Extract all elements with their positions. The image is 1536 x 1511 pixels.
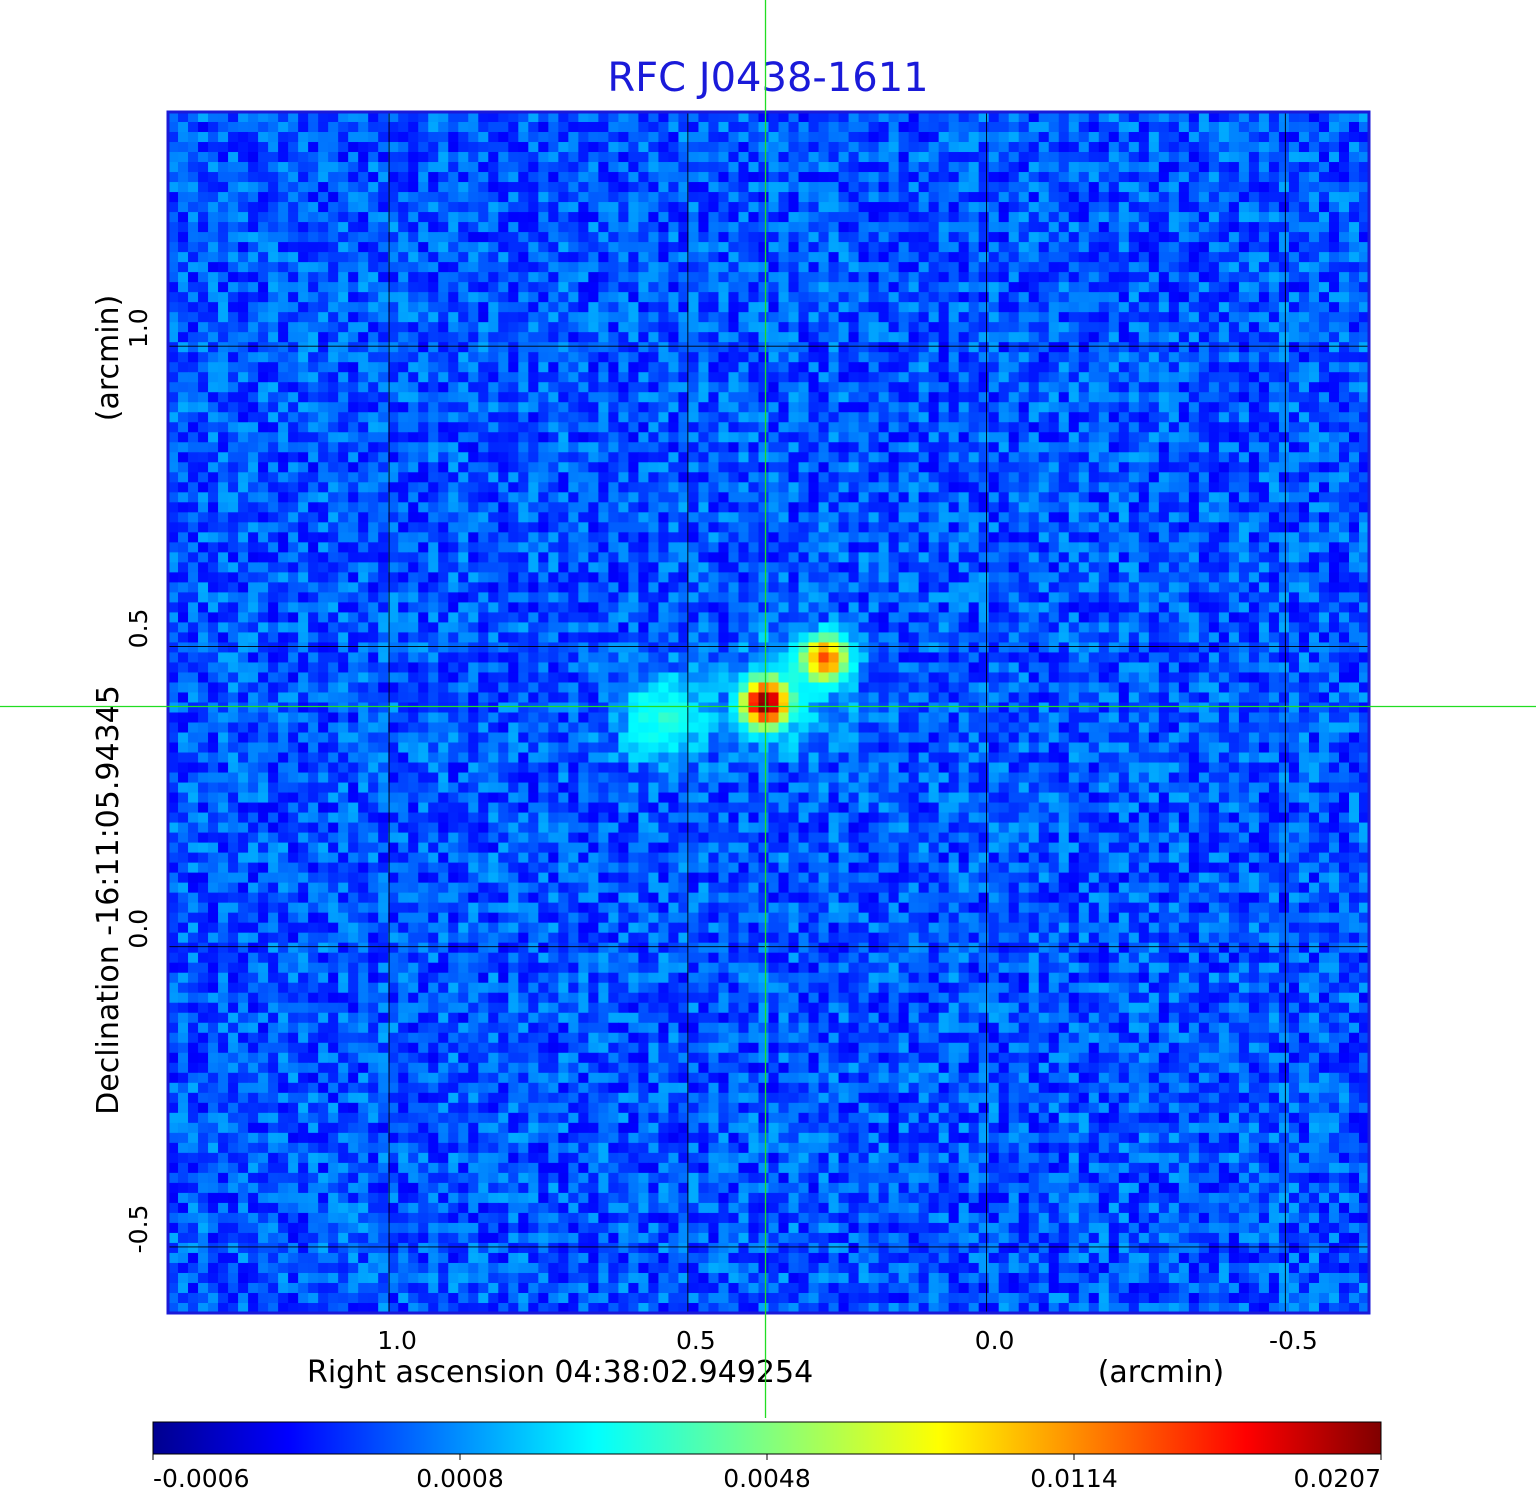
grid-lines (168, 112, 1369, 1313)
x-axis-label: Right ascension 04:38:02.949254 (307, 1355, 813, 1390)
colorbar-tick-label: 0.0008 (416, 1464, 503, 1493)
colorbar-tick-label: 0.0048 (723, 1464, 810, 1493)
y-tick-label: 1.0 (124, 308, 153, 348)
x-tick-label: 0.0 (975, 1326, 1015, 1355)
y-tick-label: 0.0 (124, 909, 153, 949)
heatmap-image (168, 112, 1370, 1314)
colorbar-tick-labels: -0.0006 0.0008 0.0048 0.0114 0.0207 (152, 1454, 1382, 1493)
colorbar-tick-label: 0.0207 (1294, 1464, 1381, 1493)
y-axis-label: Declination -16:11:05.94345 (91, 685, 126, 1115)
y-tick-labels: 1.0 0.5 0.0 -0.5 (124, 308, 153, 1253)
x-tick-label: 1.0 (377, 1326, 417, 1355)
y-axis-unit: (arcmin) (91, 295, 126, 422)
x-tick-labels: 1.0 0.5 0.0 -0.5 (377, 1326, 1318, 1355)
colorbar-tick-label: -0.0006 (153, 1464, 250, 1493)
colorbar (152, 1421, 1382, 1455)
y-tick-label: 0.5 (124, 609, 153, 649)
chart-title: RFC J0438-1611 (607, 55, 928, 101)
x-axis-unit: (arcmin) (1098, 1355, 1225, 1390)
colorbar-tick-label: 0.0114 (1030, 1464, 1117, 1493)
x-tick-label: -0.5 (1269, 1326, 1318, 1355)
y-tick-label: -0.5 (124, 1205, 153, 1254)
x-tick-label: 0.5 (676, 1326, 716, 1355)
plot-frame (166, 110, 1371, 1315)
